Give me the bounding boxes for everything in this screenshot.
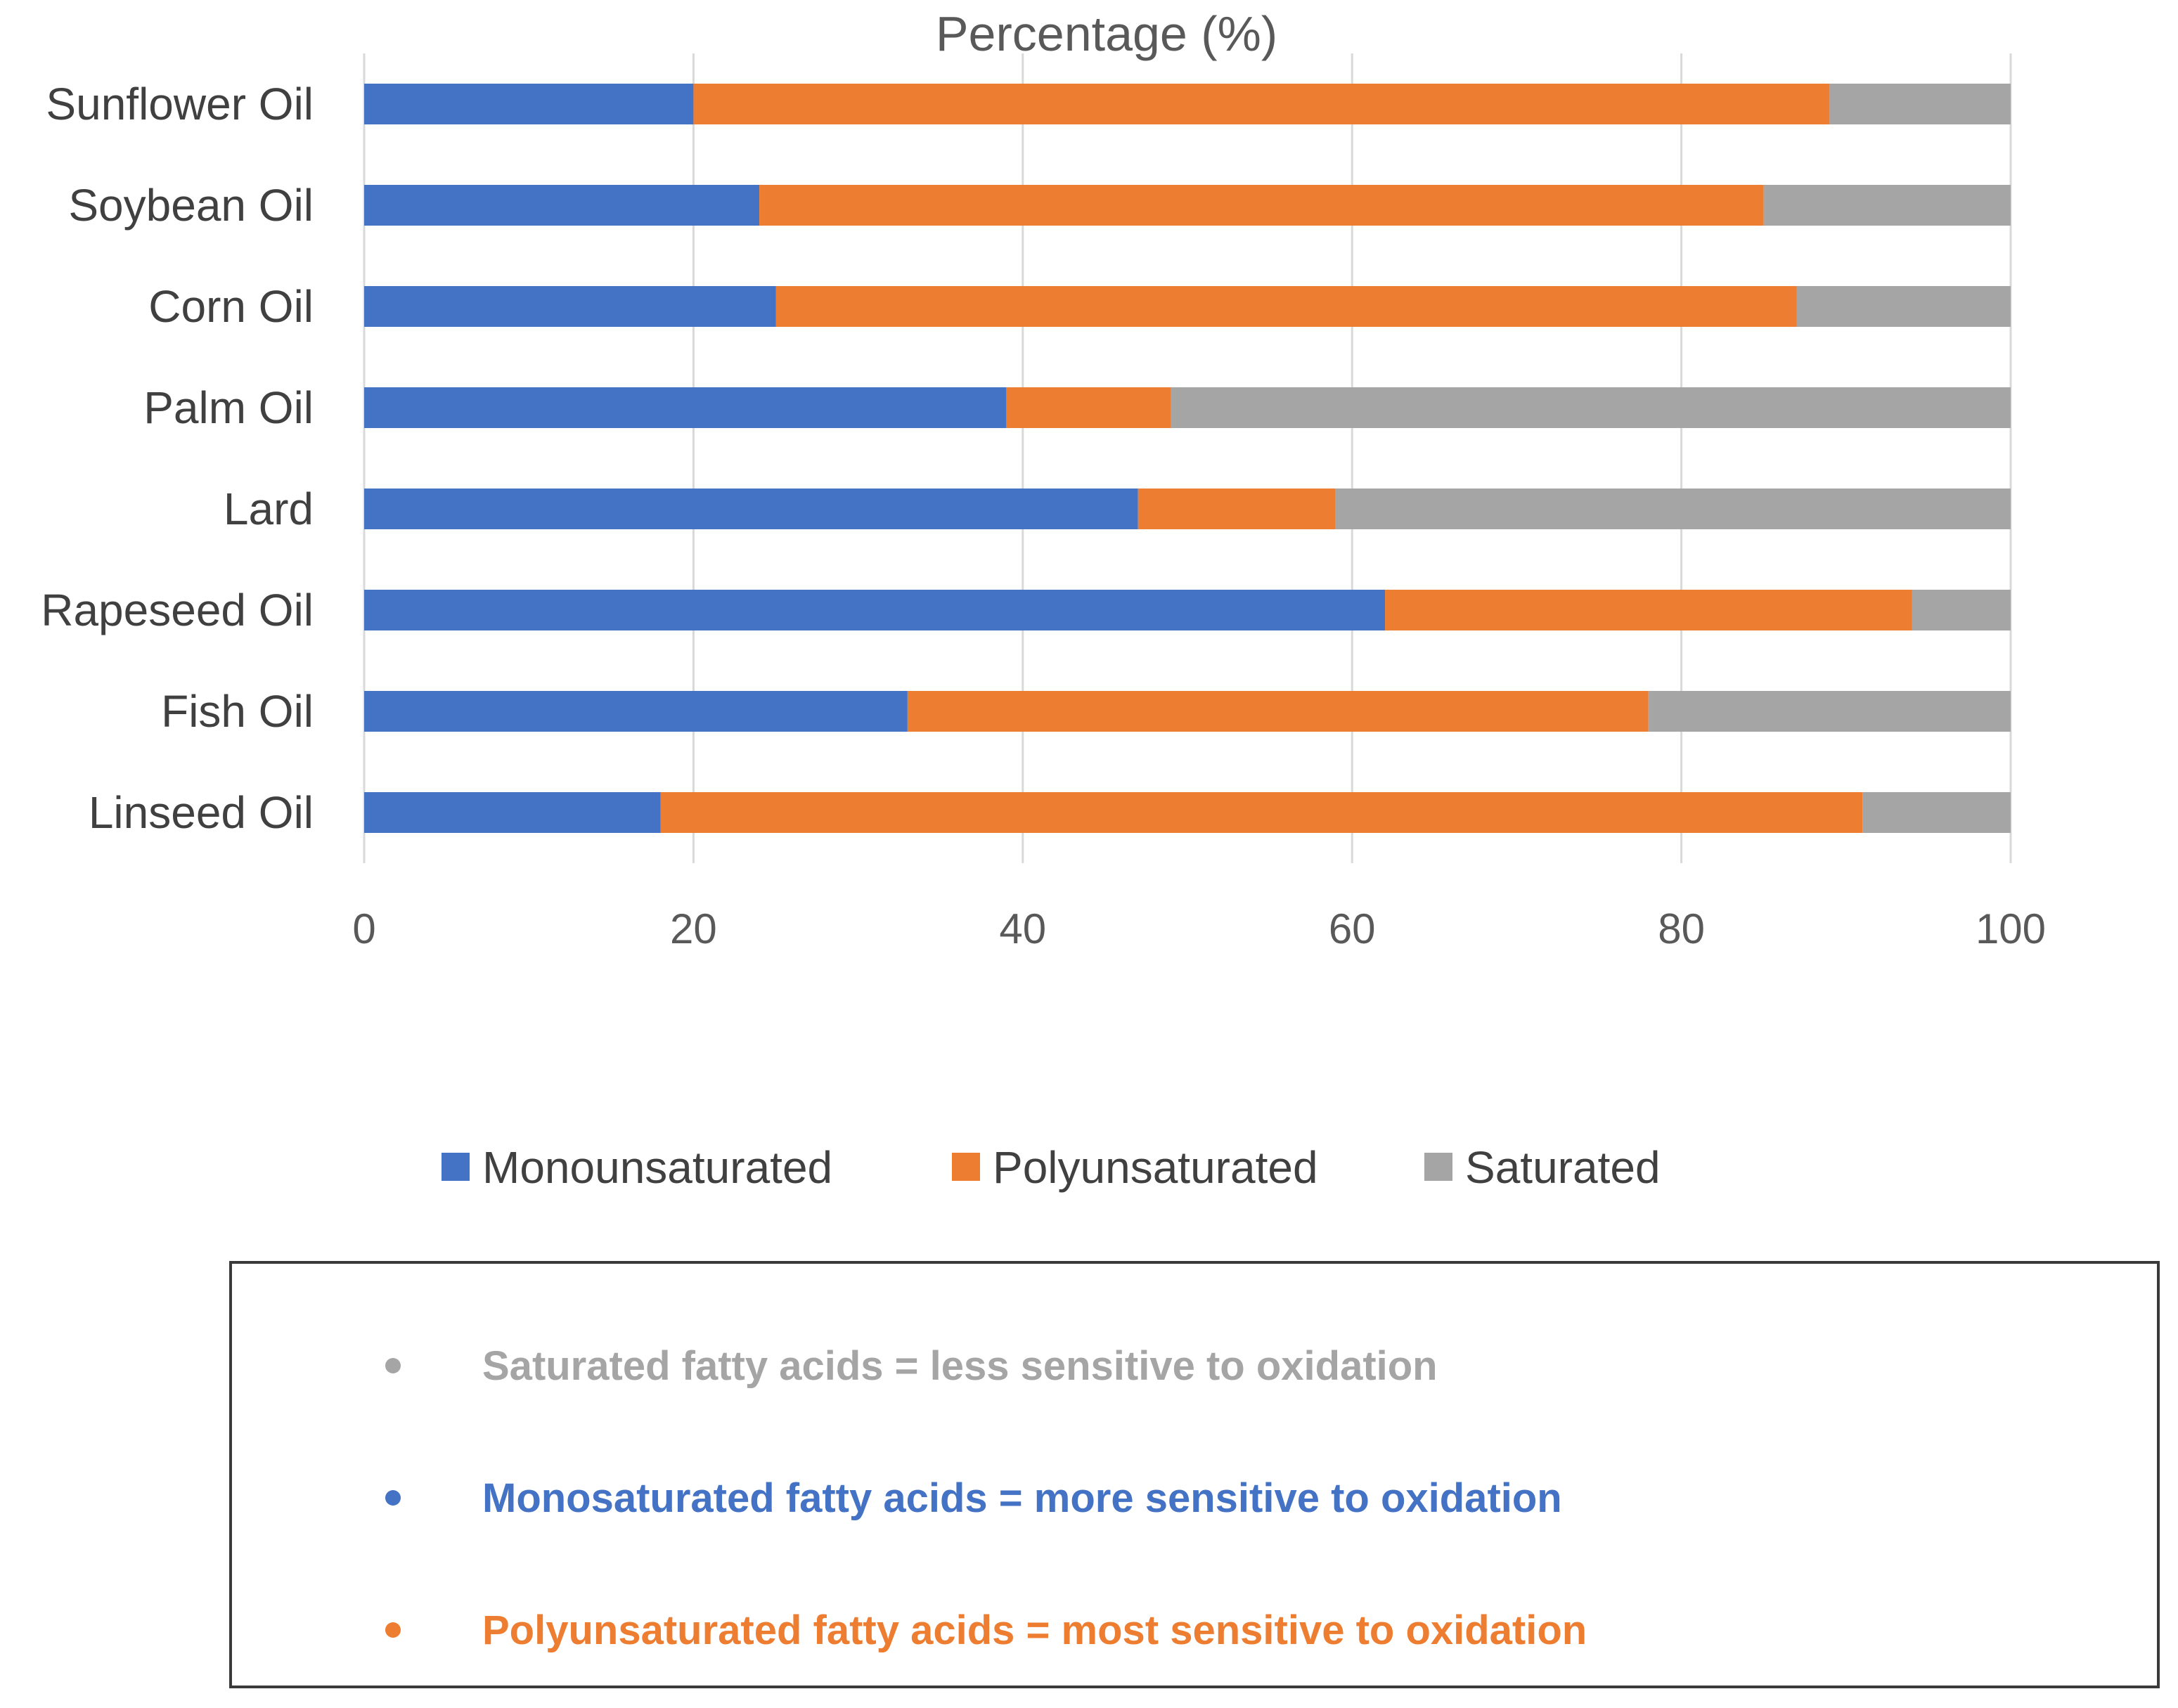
legend: Monounsaturated Polyunsaturated Saturated: [442, 1142, 1661, 1193]
legend-label-monounsaturated: Monounsaturated: [482, 1142, 832, 1193]
stacked-bar-chart: Percentage (%) Sunflower Oil Soybean Oil C…: [41, 6, 2046, 1193]
oxidation-note-box: Saturated fatty acids = less sensitive t…: [229, 1261, 2160, 1688]
x-tick-label: 100: [1976, 905, 2046, 952]
legend-label-polyunsaturated: Polyunsaturated: [993, 1142, 1318, 1193]
category-label: Rapeseed Oil: [41, 585, 314, 635]
note-saturated: Saturated fatty acids = less sensitive t…: [232, 1334, 1438, 1397]
bar-segment-saturated: [1912, 590, 2011, 630]
bar-segment-saturated: [1171, 387, 2011, 428]
x-tick-label: 0: [352, 905, 375, 952]
category-label: Soybean Oil: [68, 180, 314, 231]
bar-segment-saturated: [1763, 185, 2011, 226]
bar-segment-polyunsaturated: [907, 691, 1649, 732]
x-tick-label: 80: [1658, 905, 1705, 952]
bar-segment-monounsaturated: [364, 185, 760, 226]
bar-segment-polyunsaturated: [1006, 387, 1171, 428]
bar-segment-saturated: [1829, 84, 2011, 124]
bullet-icon: [385, 1622, 401, 1638]
category-label: Linseed Oil: [89, 787, 314, 838]
note-monosaturated-text: Monosaturated fatty acids = more sensiti…: [482, 1475, 1562, 1521]
category-label: Fish Oil: [161, 686, 314, 737]
gridlines: [363, 53, 2012, 863]
category-label: Sunflower Oil: [46, 79, 314, 129]
x-tick-label: 60: [1329, 905, 1376, 952]
x-tick-label: 40: [999, 905, 1046, 952]
legend-swatch-monounsaturated: [442, 1153, 470, 1181]
legend-label-saturated: Saturated: [1465, 1142, 1661, 1193]
note-saturated-text: Saturated fatty acids = less sensitive t…: [482, 1343, 1438, 1389]
category-label: Palm Oil: [143, 382, 314, 433]
bar-segment-monounsaturated: [364, 286, 776, 327]
note-polyunsaturated: Polyunsaturated fatty acids = most sensi…: [232, 1598, 1587, 1662]
legend-swatch-polyunsaturated: [952, 1153, 980, 1181]
bar-segment-saturated: [1862, 792, 2011, 833]
category-label: Lard: [224, 484, 314, 534]
note-polyunsaturated-text: Polyunsaturated fatty acids = most sensi…: [482, 1607, 1587, 1653]
bar-segment-monounsaturated: [364, 590, 1386, 630]
note-monosaturated: Monosaturated fatty acids = more sensiti…: [232, 1466, 1562, 1529]
bar-segment-polyunsaturated: [775, 286, 1797, 327]
x-tick-label: 20: [670, 905, 717, 952]
bar-segment-polyunsaturated: [693, 84, 1830, 124]
bar-segment-polyunsaturated: [660, 792, 1863, 833]
bar-segment-monounsaturated: [364, 489, 1138, 529]
bars: [364, 84, 2011, 833]
bar-segment-monounsaturated: [364, 792, 661, 833]
category-labels: Sunflower Oil Soybean Oil Corn Oil Palm Oil…: [41, 79, 314, 838]
bar-segment-saturated: [1335, 489, 2011, 529]
bar-segment-monounsaturated: [364, 387, 1007, 428]
chart-title: Percentage (%): [936, 6, 1277, 61]
bar-segment-monounsaturated: [364, 84, 694, 124]
bar-segment-polyunsaturated: [1385, 590, 1912, 630]
bullet-icon: [385, 1490, 401, 1506]
bar-segment-polyunsaturated: [759, 185, 1764, 226]
bullet-icon: [385, 1358, 401, 1373]
legend-swatch-saturated: [1424, 1153, 1452, 1181]
bar-segment-monounsaturated: [364, 691, 908, 732]
bar-segment-polyunsaturated: [1138, 489, 1336, 529]
bar-segment-saturated: [1648, 691, 2011, 732]
bar-segment-saturated: [1796, 286, 2011, 327]
category-label: Corn Oil: [148, 281, 314, 332]
x-tick-labels: 0 20 40 60 80 100: [352, 905, 2046, 952]
